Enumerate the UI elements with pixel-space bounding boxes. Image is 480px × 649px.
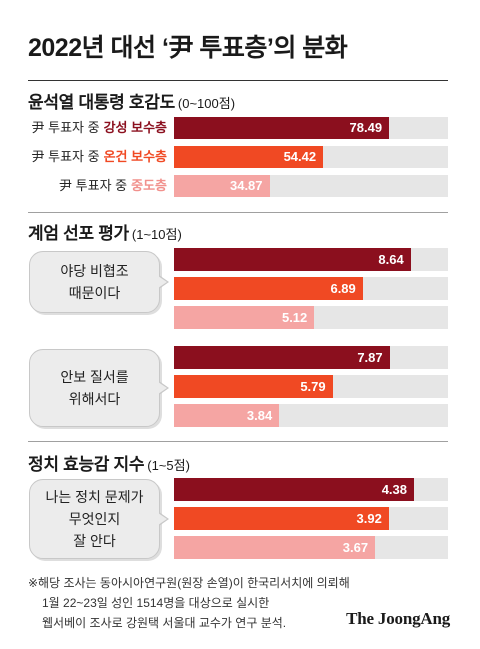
question-line: 위해서다: [68, 391, 121, 407]
section-unit: (0~100점): [177, 96, 236, 111]
question-line: 때문이다: [68, 285, 121, 301]
question-bubble: 안보 질서를 위해서다: [29, 349, 169, 427]
bar-moderate-conservative: [174, 507, 389, 530]
row-label-moderate-conservative: 尹 투표자 중 온건 보수층: [32, 146, 168, 168]
page-title: 2022년 대선 ‘尹 투표층’의 분화: [28, 34, 348, 62]
section-header-political-efficacy: 정치 효능감 지수 (1~5점): [28, 450, 190, 475]
bar-value-label: 78.49: [349, 120, 383, 135]
row-label-centrist: 尹 투표자 중 중도층: [59, 175, 167, 197]
footnote-line: 1월 22~23일 성인 1514명을 대상으로 실시한: [42, 596, 270, 610]
question-line: 잘 안다: [73, 533, 116, 549]
section-unit: (1~5점): [147, 458, 190, 473]
bar-strong-conservative: [174, 117, 390, 139]
bar-value-label: 54.42: [283, 149, 317, 164]
question-bubble: 야당 비협조 때문이다: [29, 251, 169, 313]
bar-value-label: 6.89: [330, 281, 356, 296]
brand-logo: The JoongAng: [346, 609, 450, 628]
bar-value-label: 7.87: [357, 350, 383, 365]
bar-value-label: 8.64: [378, 252, 404, 267]
bar-value-label: 3.92: [356, 511, 382, 526]
bar-strong-conservative: [174, 346, 390, 369]
bar-value-label: 4.38: [381, 482, 408, 497]
section-header-favorability: 윤석열 대통령 호감도 (0~100점): [28, 88, 235, 113]
question-line: 안보 질서를: [60, 369, 129, 385]
bar-centrist: [174, 536, 376, 559]
section-title: 계엄 선포 평가: [28, 224, 129, 243]
bar-moderate-conservative: [174, 375, 333, 398]
section-divider: [28, 441, 448, 442]
footnote: ※해당 조사는 동아시아연구원(원장 손열)이 한국리서치에 의뢰해 1월 22…: [28, 573, 350, 633]
bar-moderate-conservative: [174, 277, 363, 300]
section-title: 윤석열 대통령 호감도: [28, 93, 175, 112]
title-divider: [28, 80, 448, 81]
bar-centrist: [174, 404, 280, 427]
row-label-strong-conservative: 尹 투표자 중 강성 보수층: [32, 117, 168, 139]
footnote-line: ※해당 조사는 동아시아연구원(원장 손열)이 한국리서치에 의뢰해: [28, 576, 350, 590]
bar-value-label: 3.67: [342, 540, 369, 555]
question-line: 나는 정치 문제가: [45, 489, 144, 505]
row-label-prefix: 尹 투표자 중: [31, 120, 100, 135]
row-label-prefix: 尹 투표자 중: [31, 149, 100, 164]
section-unit: (1~10점): [131, 227, 182, 242]
bar-value-label: 5.12: [281, 310, 308, 325]
bar-moderate-conservative: [174, 146, 324, 168]
bar-value-label: 5.79: [300, 379, 326, 394]
section-header-martial-law: 계엄 선포 평가 (1~10점): [28, 219, 182, 244]
bar-centrist: [174, 306, 315, 329]
bar-strong-conservative: [174, 248, 411, 271]
bar-strong-conservative: [174, 478, 415, 501]
bar-centrist: [174, 175, 270, 197]
footnote-line: 웹서베이 조사로 강원택 서울대 교수가 연구 분석.: [42, 616, 287, 630]
question-line: 야당 비협조: [60, 263, 129, 279]
row-label-group: 온건 보수층: [103, 149, 167, 164]
section-title: 정치 효능감 지수: [28, 455, 145, 474]
question-line: 무엇인지: [68, 511, 121, 527]
row-label-group: 강성 보수층: [103, 120, 167, 135]
bar-value-label: 34.87: [229, 178, 263, 193]
bar-value-label: 3.84: [246, 408, 273, 423]
row-label-group: 중도층: [131, 178, 167, 193]
row-label-prefix: 尹 투표자 중: [59, 178, 128, 193]
section-divider: [28, 212, 448, 213]
question-bubble: 나는 정치 문제가 무엇인지 잘 안다: [29, 479, 169, 559]
